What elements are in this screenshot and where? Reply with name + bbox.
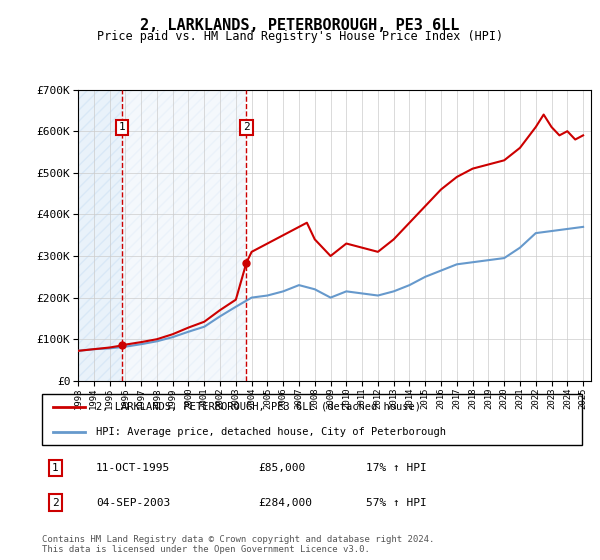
Text: Contains HM Land Registry data © Crown copyright and database right 2024.
This d: Contains HM Land Registry data © Crown c…: [42, 535, 434, 554]
Text: 2, LARKLANDS, PETERBOROUGH, PE3 6LL (detached house): 2, LARKLANDS, PETERBOROUGH, PE3 6LL (det…: [96, 402, 421, 412]
Text: 04-SEP-2003: 04-SEP-2003: [96, 497, 170, 507]
Bar: [122, 90, 247, 381]
Bar: [78, 90, 122, 381]
Text: 11-OCT-1995: 11-OCT-1995: [96, 463, 170, 473]
Text: £85,000: £85,000: [258, 463, 305, 473]
Text: 57% ↑ HPI: 57% ↑ HPI: [366, 497, 427, 507]
Text: HPI: Average price, detached house, City of Peterborough: HPI: Average price, detached house, City…: [96, 427, 446, 437]
Text: 1: 1: [119, 123, 125, 133]
Text: 17% ↑ HPI: 17% ↑ HPI: [366, 463, 427, 473]
Text: 2: 2: [52, 497, 59, 507]
Text: 1: 1: [52, 463, 59, 473]
Text: 2, LARKLANDS, PETERBOROUGH, PE3 6LL: 2, LARKLANDS, PETERBOROUGH, PE3 6LL: [140, 18, 460, 33]
Text: £284,000: £284,000: [258, 497, 312, 507]
Text: Price paid vs. HM Land Registry's House Price Index (HPI): Price paid vs. HM Land Registry's House …: [97, 30, 503, 43]
Text: 2: 2: [243, 123, 250, 133]
